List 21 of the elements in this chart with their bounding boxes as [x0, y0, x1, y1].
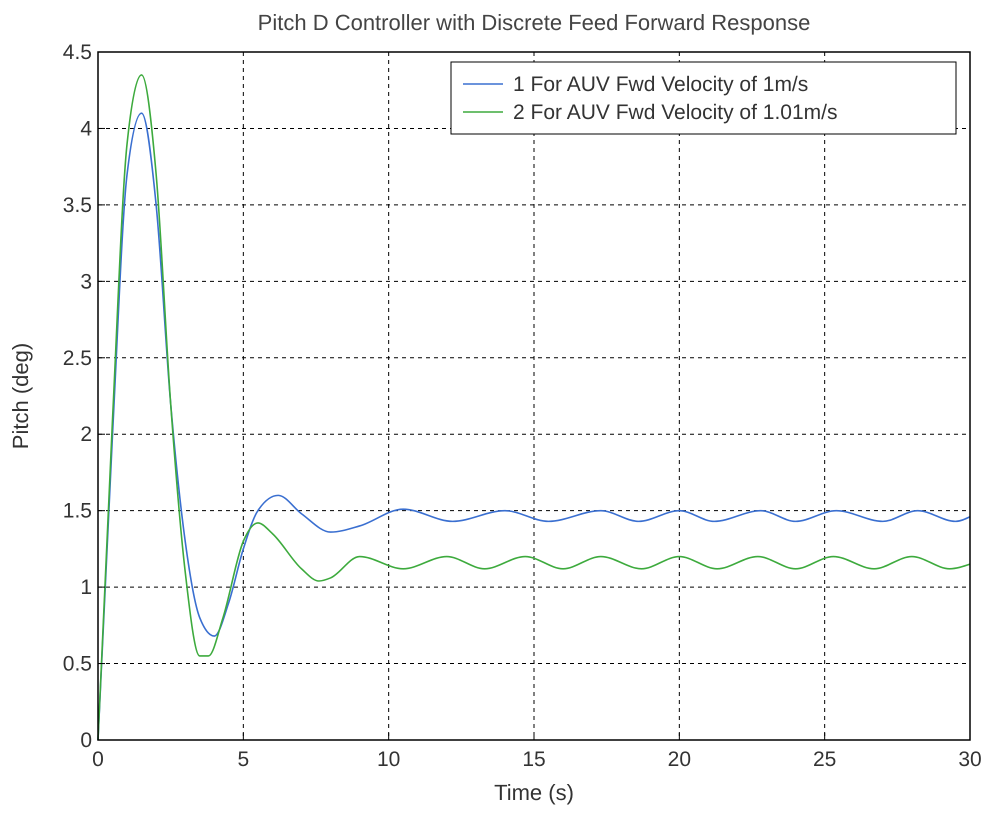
- y-tick-label: 1.5: [62, 500, 92, 523]
- y-tick-label: 3.5: [62, 194, 92, 217]
- y-tick-label: 3: [80, 270, 92, 294]
- legend-label: 2 For AUV Fwd Velocity of 1.01m/s: [513, 101, 838, 124]
- y-tick-label: 2: [80, 423, 92, 446]
- x-tick-label: 30: [958, 748, 982, 771]
- x-tick-label: 20: [668, 748, 692, 771]
- y-tick-label: 0.5: [62, 652, 92, 676]
- x-axis-title: Time (s): [494, 780, 574, 805]
- x-tick-label: 15: [522, 748, 546, 771]
- chart-title: Pitch D Controller with Discrete Feed Forward Response: [258, 10, 810, 35]
- y-axis-title: Pitch (deg): [8, 342, 33, 450]
- y-tick-label: 2.5: [62, 346, 92, 370]
- x-tick-label: 10: [376, 748, 400, 771]
- y-tick-label: 0: [80, 729, 92, 752]
- y-tick-label: 4.5: [62, 41, 92, 64]
- x-tick-label: 5: [237, 748, 250, 771]
- legend-label: 1 For AUV Fwd Velocity of 1m/s: [513, 73, 808, 96]
- y-tick-label: 4: [80, 117, 92, 140]
- x-tick-label: 25: [812, 748, 836, 771]
- y-tick-label: 1: [80, 576, 92, 600]
